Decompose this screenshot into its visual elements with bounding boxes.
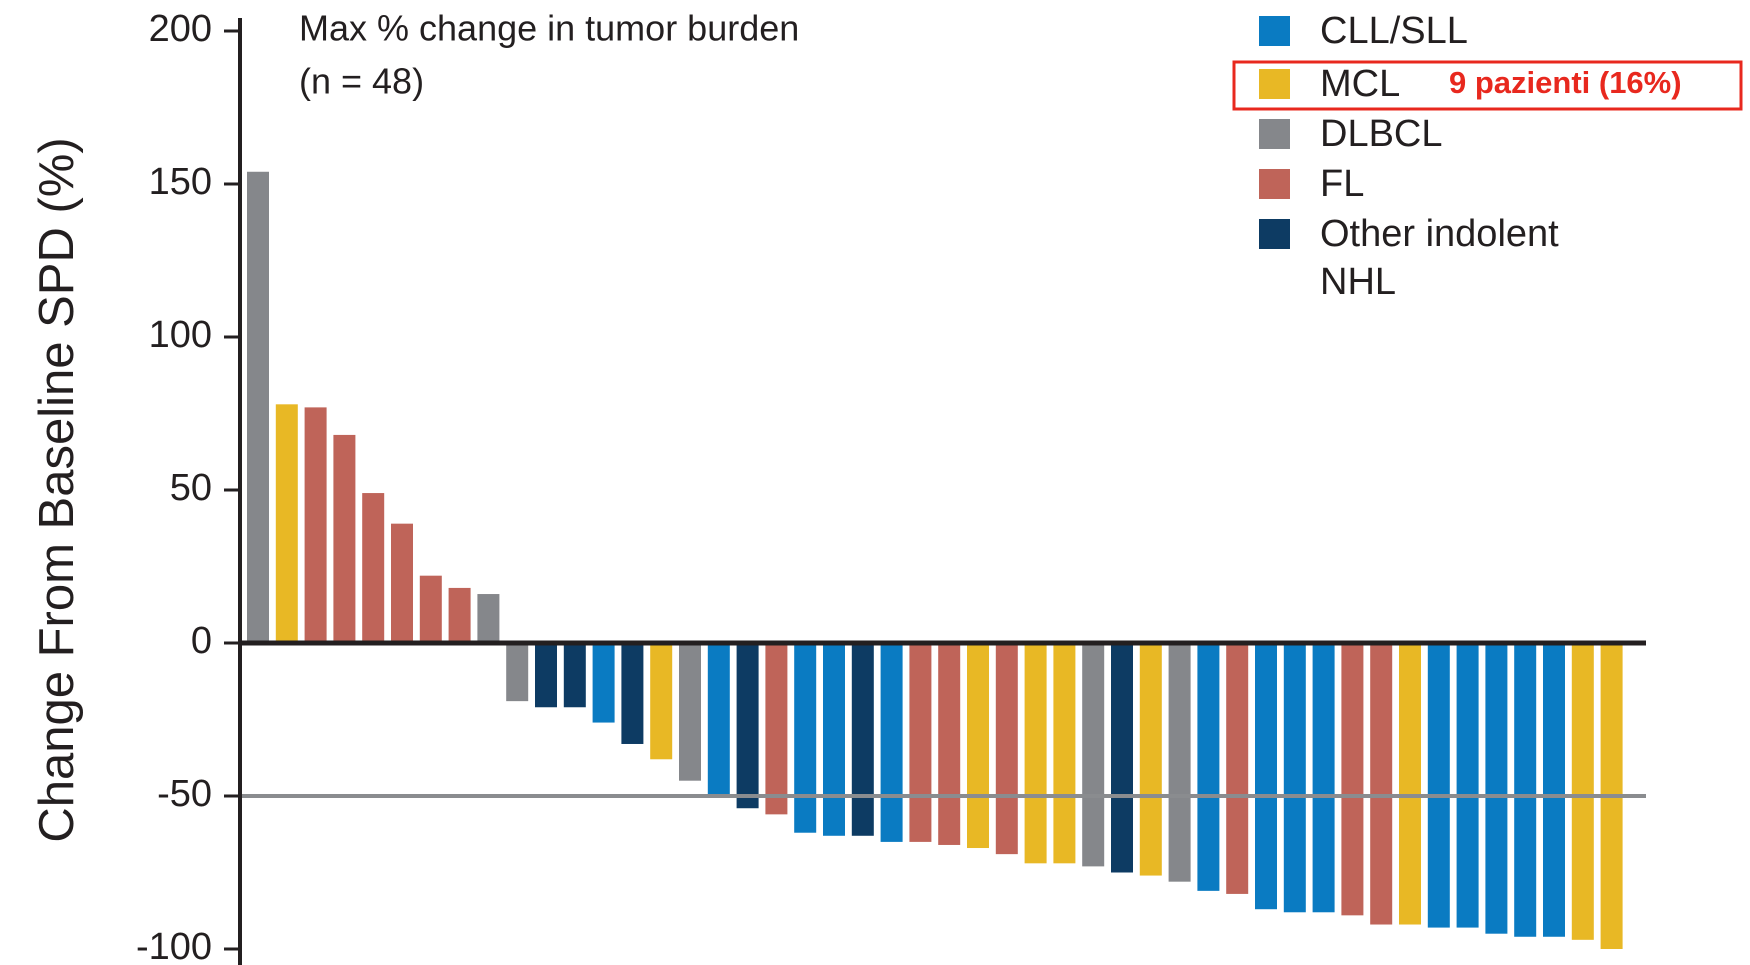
bar [1168,643,1191,882]
bar [995,643,1018,855]
legend-swatch [1259,119,1290,149]
bar [1543,643,1565,937]
bar [333,434,356,643]
legend-swatch [1259,219,1290,249]
bar [362,493,385,643]
y-tick-label: 0 [191,620,212,662]
bar [1485,643,1508,934]
bar [477,594,500,643]
bar [1024,643,1047,864]
bar [1283,643,1306,913]
bar [1053,643,1076,864]
bar [967,643,989,849]
bar [823,643,845,836]
bar [419,575,442,643]
bar [391,523,413,643]
legend-label: DLBCL [1320,113,1443,155]
bar [765,643,788,815]
bar [1226,643,1249,894]
bar [1341,643,1364,916]
bar [650,643,673,760]
bar [621,643,644,744]
bar [1456,643,1479,928]
legend-swatch [1259,16,1290,46]
bar [1255,643,1277,910]
bar [592,643,615,723]
bar [909,643,932,842]
annotation: Max % change in tumor burden [299,8,799,49]
bar [535,643,557,708]
bar [1571,643,1594,940]
legend-label: Other indolent NHL [1320,213,1559,303]
callout: 9 pazienti (16%) [1449,65,1682,100]
bar [1139,643,1162,876]
y-axis-label: Change From Baseline SPD (%) [30,137,84,842]
bar [736,643,759,809]
bar [247,171,269,643]
y-tick-label: -50 [157,773,212,815]
bar [851,643,874,836]
bar [679,643,701,781]
bar [707,643,730,796]
bar [448,587,471,643]
y-tick-label: -100 [136,926,212,965]
bar [1399,643,1421,925]
bar [1111,643,1133,873]
y-tick-label: 100 [149,314,212,356]
bar [1427,643,1450,928]
y-tick-label: 150 [149,161,212,203]
annotation: (n = 48) [299,61,424,102]
legend-label: MCL [1320,63,1401,105]
y-tick-label: 200 [149,8,212,50]
legend-label: FL [1320,163,1365,205]
bar [275,404,298,643]
legend-swatch [1259,69,1290,99]
bar [304,407,327,643]
bar [506,643,529,702]
bar [1370,643,1393,925]
bar [938,643,961,845]
callout-box [1232,60,1743,111]
bar [880,643,903,842]
bar [1312,643,1335,913]
legend-label: CLL/SLL [1320,10,1468,52]
bar [1514,643,1537,937]
bar [794,643,817,833]
legend-swatch [1259,169,1290,199]
bar [1197,643,1220,891]
y-tick-label: 50 [170,467,212,509]
bar [563,643,586,708]
bar [1082,643,1105,867]
